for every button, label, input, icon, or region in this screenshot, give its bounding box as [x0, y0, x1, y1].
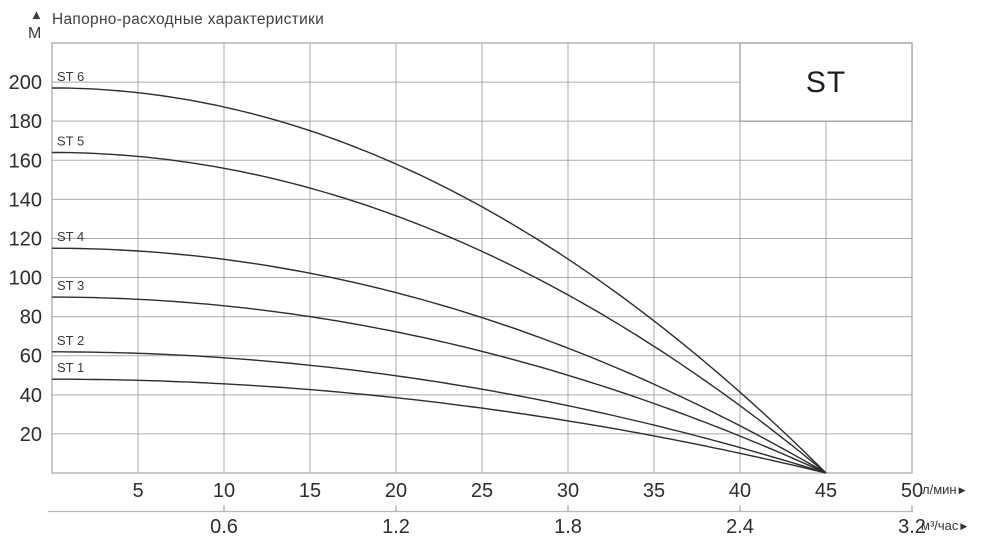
y-tick-label: 200 [9, 72, 42, 94]
x-tick-label: 20 [385, 480, 407, 502]
curve-label-st-4: ST 4 [57, 229, 84, 244]
curve-st-1 [52, 378, 827, 474]
y-tick-label: 140 [9, 189, 42, 211]
x-tick-label: 15 [299, 480, 321, 502]
y-tick-label: 20 [20, 424, 42, 446]
series-badge-label: ST [806, 66, 846, 99]
curve-st-5 [52, 151, 827, 474]
y-axis-arrow-icon: ▲ [30, 7, 43, 22]
x-axis-secondary-unit-text: м³/час [921, 518, 959, 533]
x-tick-label: 35 [643, 480, 665, 502]
curve-label-st-1: ST 1 [57, 360, 84, 375]
x-tick-label: 30 [557, 480, 579, 502]
secondary-tick-label: 1.2 [382, 516, 410, 538]
x-axis-arrow-icon: ▶ [958, 485, 966, 495]
y-tick-label: 80 [20, 307, 42, 329]
series-badge-box [739, 42, 913, 122]
y-tick-label: 120 [9, 228, 42, 250]
curve-label-st-2: ST 2 [57, 333, 84, 348]
curve-st-3 [52, 296, 827, 474]
secondary-tick-label: 0.6 [210, 516, 238, 538]
plot-border [51, 42, 913, 474]
curve-st-4 [51, 247, 827, 474]
y-tick-label: 40 [20, 385, 42, 407]
x-axis-arrow-icon: ▶ [960, 521, 968, 531]
x-axis-primary-unit: л/мин ▶ [922, 482, 966, 497]
x-tick-label: 25 [471, 480, 493, 502]
y-tick-label: 60 [20, 346, 42, 368]
curve-st-2 [52, 351, 827, 474]
x-tick-label: 40 [729, 480, 751, 502]
chart-title: Напорно-расходные характеристики [52, 11, 325, 28]
secondary-tick-label: 1.8 [554, 516, 582, 538]
curve-st-6 [52, 87, 827, 474]
y-tick-label: 160 [9, 150, 42, 172]
x-axis-secondary-unit: м³/час ▶ [921, 518, 967, 533]
y-axis-unit-label: М [28, 25, 42, 42]
secondary-tick-label: 2.4 [726, 516, 754, 538]
y-tick-label: 180 [9, 111, 42, 133]
y-tick-label: 100 [9, 268, 42, 290]
curve-label-st-5: ST 5 [57, 133, 84, 148]
secondary-tick-label: 3.2 [898, 516, 926, 538]
x-tick-label: 5 [132, 480, 143, 502]
x-tick-label: 45 [815, 480, 837, 502]
x-axis-primary-unit-text: л/мин [922, 482, 957, 497]
curve-label-st-6: ST 6 [57, 69, 84, 84]
x-tick-label: 50 [901, 480, 923, 502]
curve-label-st-3: ST 3 [57, 278, 84, 293]
x-tick-label: 10 [213, 480, 235, 502]
